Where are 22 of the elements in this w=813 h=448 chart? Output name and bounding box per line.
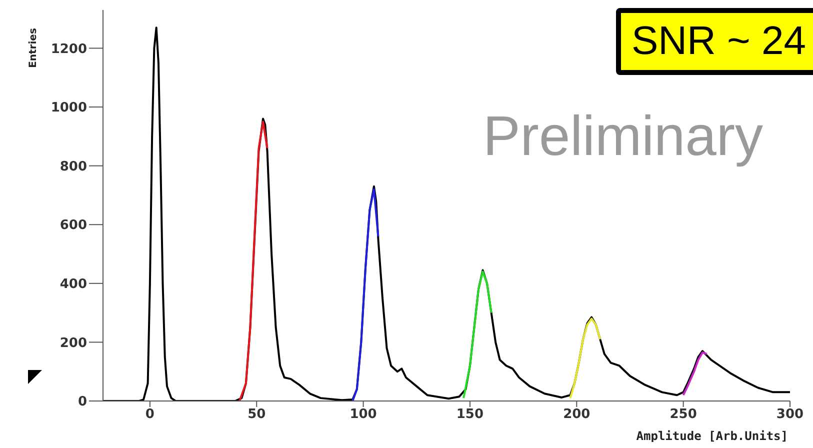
- annotation: SNR ~ 24: [616, 8, 813, 75]
- x-tick-label: 250: [670, 407, 697, 422]
- line-series: [682, 351, 708, 396]
- x-tick-label: 0: [145, 407, 154, 422]
- y-tick-label: 1000: [50, 100, 87, 116]
- x-tick-label: 200: [563, 407, 590, 422]
- y-tick-label: 400: [60, 277, 87, 292]
- annotation: Preliminary: [482, 103, 763, 168]
- x-tick-label: 50: [248, 407, 266, 422]
- y-tick-label: 0: [78, 394, 87, 410]
- x-tick-label: 150: [456, 407, 484, 422]
- y-tick-label: 1200: [50, 42, 87, 57]
- y-tick-label: 600: [60, 218, 87, 234]
- y-tick-label: 800: [60, 159, 87, 174]
- line-series: [352, 188, 380, 401]
- y-tick-label: 200: [60, 336, 87, 351]
- line-series: [569, 318, 602, 400]
- x-tick-label: 100: [350, 407, 377, 422]
- line-series: [462, 270, 492, 400]
- line-series: [238, 120, 268, 401]
- x-tick-label: 300: [776, 407, 804, 422]
- y-axis-title: Entries: [28, 28, 39, 68]
